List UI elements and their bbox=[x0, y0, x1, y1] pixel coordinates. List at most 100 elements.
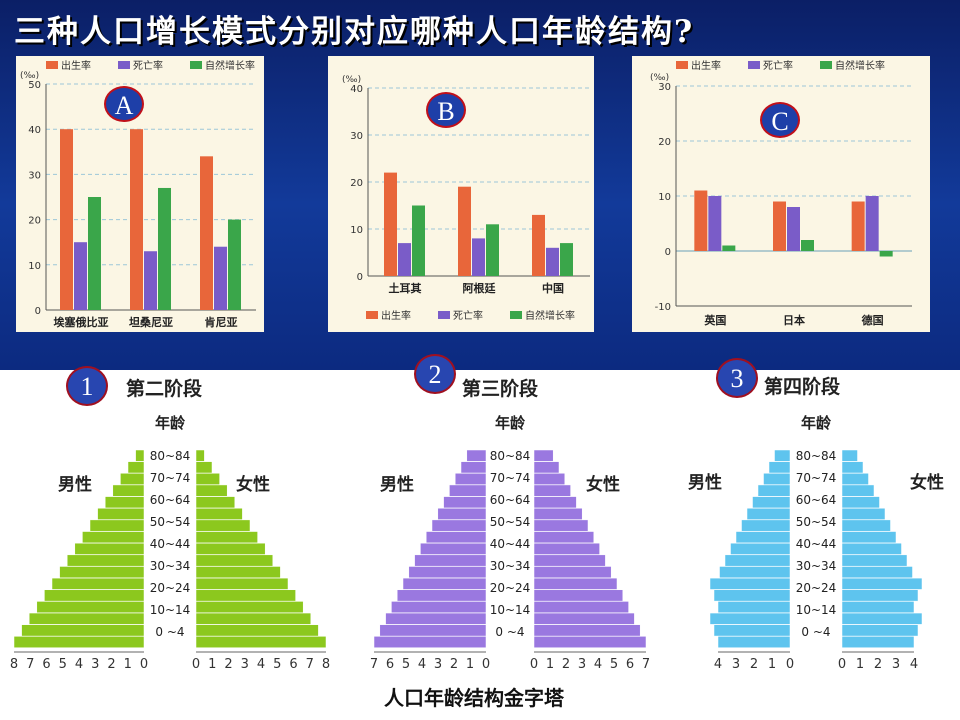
y-tick-label: 10 bbox=[658, 192, 671, 203]
header-band: 三种人口增长模式分别对应哪种人口年龄结构? (‰) 0 10 20 30 40 50 埃塞俄比… bbox=[0, 0, 960, 370]
pyramid-bar-male bbox=[443, 496, 487, 509]
pyramid-bar-male bbox=[97, 507, 145, 520]
bar-birth bbox=[851, 201, 865, 251]
pyramid-axis-right: 3 bbox=[241, 657, 249, 672]
chart-panel-c: (‰) -10 0 10 20 30 英国 日本 德国 出生率 死亡率 自然增长率 C bbox=[632, 56, 930, 332]
pyramid-axis-left: 4 bbox=[418, 657, 426, 672]
bar-birth bbox=[384, 172, 397, 276]
y-tick-label: -10 bbox=[655, 302, 671, 313]
age-group-label: 20~24 bbox=[796, 581, 837, 595]
bar-natural bbox=[486, 224, 499, 276]
pyramid-bar-male bbox=[425, 531, 487, 544]
pyramid-bar-female bbox=[533, 484, 571, 497]
slide-title: 三种人口增长模式分别对应哪种人口年龄结构? bbox=[14, 14, 695, 50]
pyramid-bar-female bbox=[195, 589, 296, 602]
pyramid-axis-left: 3 bbox=[91, 657, 99, 672]
age-group-label: 60~64 bbox=[796, 493, 837, 507]
pyramid-bar-male bbox=[13, 636, 145, 648]
age-group-label: 20~24 bbox=[150, 581, 191, 595]
unit-label: (‰) bbox=[20, 71, 39, 81]
pyramid-bar-male bbox=[449, 484, 487, 497]
legend-label-death: 死亡率 bbox=[133, 59, 163, 72]
pyramid-bar-female bbox=[195, 519, 251, 532]
pyramid-bar-male bbox=[730, 542, 791, 555]
pyramid-axis-left: 3 bbox=[434, 657, 442, 672]
age-group-label: 30~34 bbox=[150, 559, 191, 573]
pyramid-bar-male bbox=[717, 601, 791, 614]
pyramid-bar-male bbox=[51, 577, 145, 590]
legend-swatch-death bbox=[748, 61, 760, 69]
age-group-label: 80~84 bbox=[490, 449, 531, 463]
y-tick-label: 20 bbox=[658, 137, 671, 148]
unit-label: (‰) bbox=[342, 75, 361, 85]
pyramid-bar-female bbox=[841, 566, 913, 579]
pyramid-axis-left: 5 bbox=[402, 657, 410, 672]
category-label: 土耳其 bbox=[389, 281, 422, 295]
bar-birth bbox=[130, 129, 143, 310]
y-tick-label: 20 bbox=[28, 216, 41, 227]
pyramid-axis-right: 5 bbox=[610, 657, 618, 672]
pyramid-bar-female bbox=[533, 531, 595, 544]
pyramid-bar-male bbox=[385, 612, 487, 625]
pyramid-bar-female bbox=[841, 624, 919, 637]
category-label: 日本 bbox=[783, 313, 805, 327]
legend-label-birth: 出生率 bbox=[381, 309, 411, 322]
age-group-label: 40~44 bbox=[490, 537, 531, 551]
pyramid-number-1: 1 bbox=[66, 366, 108, 406]
pyramid-bar-male bbox=[709, 577, 791, 590]
pyramid-axis-left: 2 bbox=[750, 657, 758, 672]
pyramid-bar-male bbox=[127, 461, 145, 474]
pyramid-bar-female bbox=[533, 589, 624, 602]
pyramid-axis-right: 2 bbox=[224, 657, 232, 672]
y-tick-label: 0 bbox=[665, 247, 671, 258]
badge-a: A bbox=[104, 86, 144, 122]
pyramid-bar-male bbox=[408, 566, 487, 579]
pyramid-bar-female bbox=[841, 473, 869, 485]
pyramid-bar-male bbox=[713, 589, 791, 602]
pyramid-axis-left: 0 bbox=[482, 657, 490, 672]
male-label-1: 男性 bbox=[58, 475, 92, 495]
pyramid-axis-right: 8 bbox=[322, 657, 330, 672]
pyramid-section: 8 7 6 5 4 3 2 1 0 0 1 2 3 4 5 6 7 8 年龄 80~84 70~74 60~64 50~54… bbox=[0, 354, 960, 720]
y-tick-label: 40 bbox=[350, 84, 363, 95]
category-label: 肯尼亚 bbox=[205, 315, 238, 329]
pyramid-caption: 人口年龄结构金字塔 bbox=[384, 686, 564, 710]
y-tick-label: 30 bbox=[28, 170, 41, 181]
pyramid-bar-male bbox=[396, 589, 487, 602]
pyramid-bar-male bbox=[741, 519, 791, 532]
pyramid-axis-right: 7 bbox=[306, 657, 314, 672]
pyramid-bar-male bbox=[713, 624, 791, 637]
pyramid-axis-left: 6 bbox=[386, 657, 394, 672]
bar-death bbox=[546, 247, 559, 276]
bar-natural bbox=[412, 205, 425, 276]
pyramid-bar-male bbox=[709, 612, 791, 625]
pyramid-bar-female bbox=[533, 554, 606, 567]
pyramid-bar-male bbox=[437, 507, 487, 520]
bar-birth bbox=[60, 129, 73, 310]
pyramid-bar-male bbox=[724, 554, 791, 567]
bar-birth bbox=[458, 186, 471, 276]
age-group-label: 0 ~4 bbox=[155, 625, 184, 639]
pyramid-bar-female bbox=[533, 624, 641, 637]
pyramid-axis-right: 0 bbox=[838, 657, 846, 672]
bar-death bbox=[865, 196, 879, 251]
pyramid-axis-right: 0 bbox=[192, 657, 200, 672]
age-group-label: 80~84 bbox=[150, 449, 191, 463]
pyramid-bar-female bbox=[533, 496, 577, 509]
age-heading: 年龄 bbox=[495, 414, 526, 432]
legend-swatch-birth bbox=[46, 61, 58, 69]
pyramid-bar-female bbox=[195, 507, 243, 520]
pyramid-bar-male bbox=[402, 577, 487, 590]
pyramid-bar-female bbox=[195, 496, 236, 509]
pyramid-bar-female bbox=[841, 577, 923, 590]
legend-swatch-natural bbox=[190, 61, 202, 69]
unit-label: (‰) bbox=[650, 73, 669, 83]
age-group-label: 10~14 bbox=[796, 603, 837, 617]
pyramid-bar-female bbox=[533, 449, 554, 462]
pyramid-axis-right: 3 bbox=[892, 657, 900, 672]
y-tick-label: 50 bbox=[28, 80, 41, 91]
pyramid-bar-male bbox=[774, 449, 791, 462]
pyramid-bar-female bbox=[841, 449, 858, 462]
pyramid-axis-right: 7 bbox=[642, 657, 650, 672]
